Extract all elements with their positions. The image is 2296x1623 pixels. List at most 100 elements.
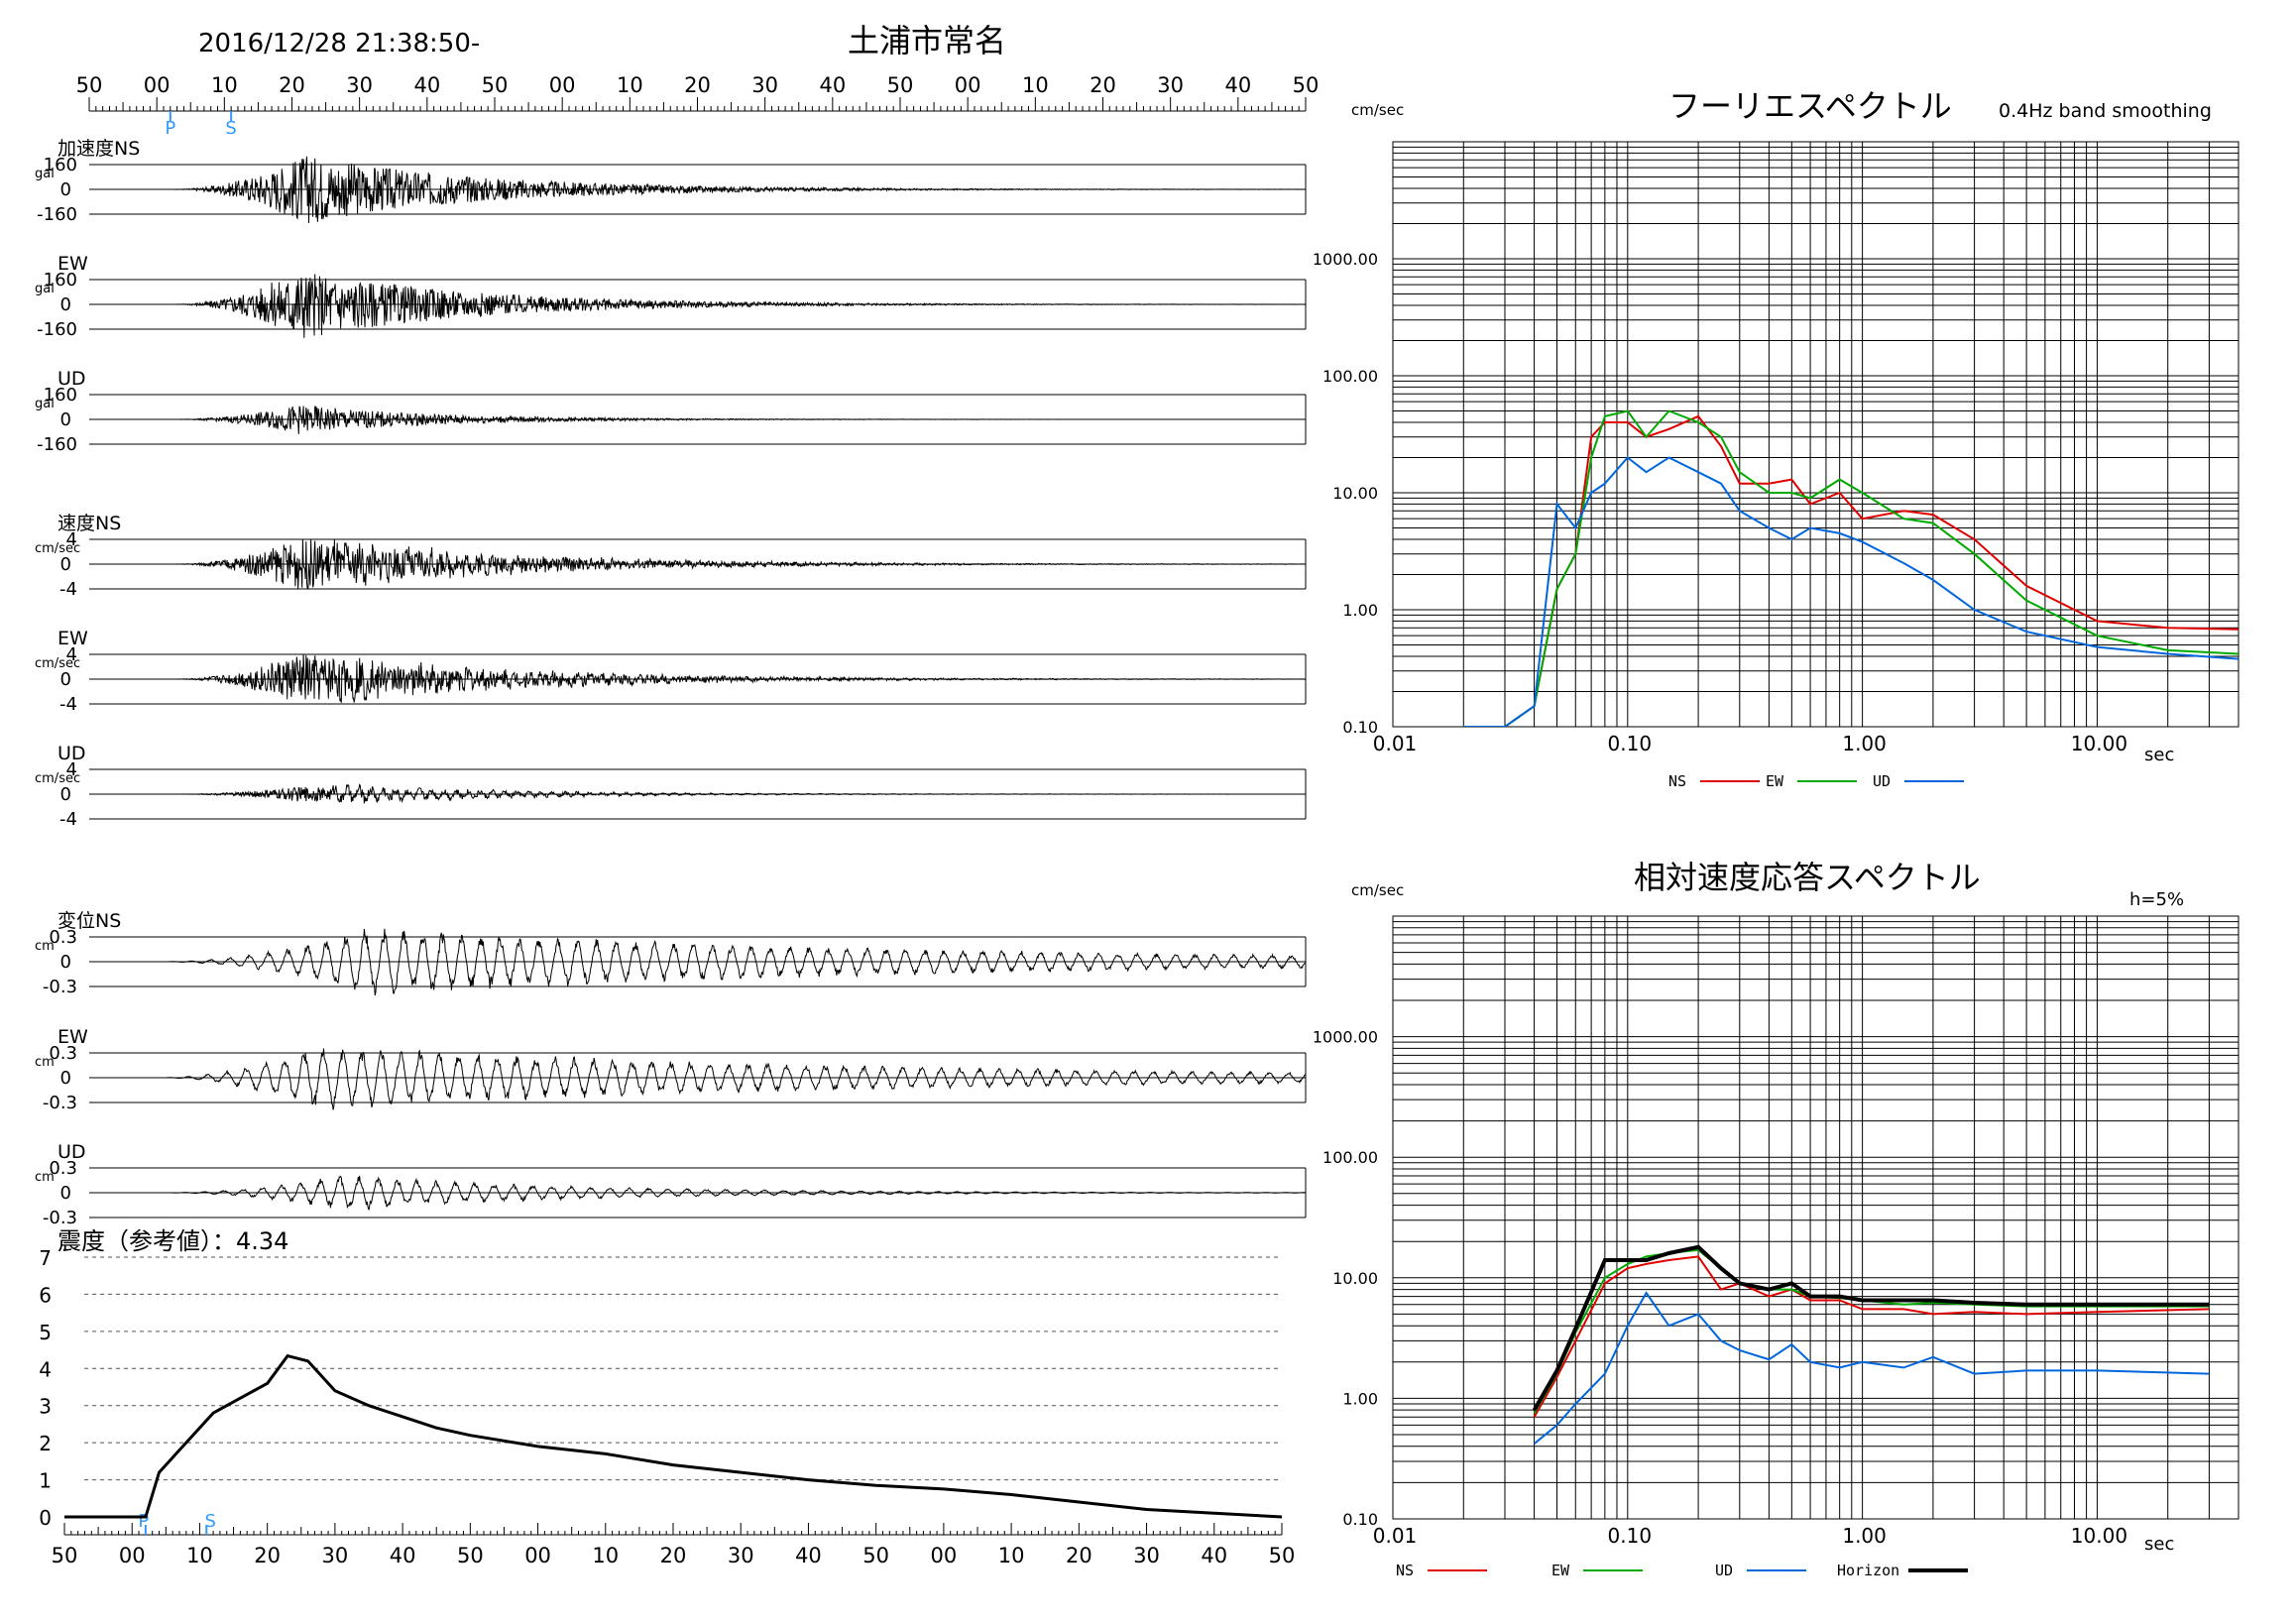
panel-tick-bottom: -0.3: [43, 1093, 77, 1113]
time-tick-label: 00: [955, 73, 981, 97]
time-tick-label: 10: [1022, 73, 1049, 97]
intensity-x-tick-label: 00: [119, 1544, 146, 1567]
panel-title: EW: [57, 253, 88, 275]
waveform-trace: [89, 1175, 1306, 1211]
series-line-ew: [1463, 409, 2239, 727]
plot-frame: [1392, 141, 2239, 728]
series-line-ew: [1533, 1248, 2210, 1415]
panel-tick-bottom: -4: [59, 694, 77, 715]
waveform-trace: [89, 406, 1306, 434]
panel-tick-bottom: -0.3: [43, 977, 77, 997]
y-tick-label: 10.00: [1332, 1269, 1378, 1288]
panel-unit: cm/sec: [35, 771, 80, 786]
panel-tick-zero: 0: [60, 1068, 71, 1089]
intensity-label: 震度（参考値）：4.34: [57, 1227, 288, 1255]
panel-unit: cm/sec: [35, 656, 80, 671]
panel-tick-bottom: -0.3: [43, 1208, 77, 1228]
series-line-ns: [1533, 1255, 2210, 1418]
panel-tick-zero: 0: [60, 669, 71, 690]
y-tick-label: 10.00: [1332, 484, 1378, 503]
intensity-x-tick-label: 10: [186, 1544, 213, 1567]
panel-tick-zero: 0: [60, 784, 71, 805]
intensity-y-tick: 3: [39, 1395, 52, 1419]
time-tick-label: 40: [819, 73, 846, 97]
legend-label: EW: [1766, 772, 1784, 790]
panel-unit: cm: [35, 1170, 55, 1185]
time-tick-label: 30: [751, 73, 778, 97]
intensity-x-tick-label: 30: [728, 1544, 754, 1567]
time-tick-label: 20: [279, 73, 305, 97]
panel-title: 加速度NS: [57, 138, 140, 160]
series-line-ns: [1463, 414, 2239, 727]
intensity-x-tick-label: 40: [390, 1544, 416, 1567]
legend-label: UD: [1873, 772, 1891, 790]
fourier-spectrum-chart: フーリエスペクトル 0.4Hz band smoothing cm/sec se…: [1313, 87, 2239, 790]
panel-unit: gal: [35, 397, 55, 411]
waveform-panels: 加速度NSgal1600-160EWgal1600-160UDgal1600-1…: [35, 138, 1307, 1228]
x-tick-label: 10.00: [2071, 732, 2127, 755]
panel-tick-zero: 0: [60, 294, 71, 315]
series-line-horizon: [1532, 1244, 2210, 1412]
panel-tick-top: 4: [66, 759, 77, 780]
time-axis-top: 50 00 10 20 30 40 50 00 10 20 30 40 50 00 10 20 30 40 50 P S: [76, 73, 1320, 139]
intensity-y-tick: 2: [39, 1432, 52, 1455]
time-tick-label: 30: [346, 73, 373, 97]
x-tick-label: 0.10: [1608, 1524, 1653, 1548]
intensity-y-tick: 4: [39, 1357, 52, 1381]
waveform-trace: [89, 928, 1307, 996]
response-x-unit: sec: [2144, 1534, 2174, 1555]
panel-tick-zero: 0: [60, 179, 71, 200]
panel-tick-zero: 0: [60, 554, 71, 575]
intensity-x-tick-label: 20: [1066, 1544, 1092, 1567]
intensity-y-tick: 7: [39, 1246, 52, 1270]
response-title: 相対速度応答スペクトル: [1634, 859, 1981, 896]
panel-tick-top: 160: [44, 385, 77, 406]
waveform-trace: [89, 274, 1307, 338]
time-tick-label: 00: [549, 73, 576, 97]
fourier-subtitle: 0.4Hz band smoothing: [1999, 100, 2212, 122]
panel-tick-zero: 0: [60, 952, 71, 973]
y-tick-label: 1000.00: [1313, 1028, 1378, 1047]
y-tick-label: 100.00: [1322, 367, 1378, 386]
intensity-y-tick: 6: [39, 1283, 52, 1307]
intensity-s-label: S: [205, 1511, 216, 1532]
y-tick-label: 100.00: [1322, 1148, 1378, 1167]
waveform-trace: [89, 538, 1307, 590]
y-tick-label: 1000.00: [1313, 250, 1378, 269]
fourier-title: フーリエスペクトル: [1668, 87, 1952, 125]
time-tick-label: 50: [482, 73, 509, 97]
panel-tick-bottom: -160: [37, 434, 77, 455]
intensity-y-tick: 5: [39, 1321, 52, 1344]
panel-tick-top: 0.3: [49, 1158, 77, 1179]
intensity-curve: [64, 1353, 1283, 1519]
response-y-unit: cm/sec: [1351, 881, 1404, 899]
intensity-x-tick-label: 30: [1133, 1544, 1160, 1567]
x-tick-label: 0.10: [1608, 732, 1653, 755]
plot-frame: [1392, 915, 2239, 1520]
intensity-x-tick-label: 10: [592, 1544, 619, 1567]
panel-unit: cm/sec: [35, 541, 80, 556]
intensity-x-tick-label: 50: [862, 1544, 889, 1567]
header: 2016/12/28 21:38:50- 土浦市常名: [198, 22, 1006, 59]
intensity-chart: 震度（参考値）：4.34 0 1 2 3 4 5 6 7 50 00 10 20 30 40 50 00 10 2…: [39, 1227, 1295, 1567]
response-spectrum-chart: 相対速度応答スペクトル h=5% cm/sec sec 1000.00 100.0…: [1313, 859, 2239, 1579]
time-tick-label: 30: [1157, 73, 1184, 97]
time-tick-label: 50: [76, 73, 103, 97]
panel-unit: gal: [35, 282, 55, 296]
panel-title: UD: [57, 1141, 86, 1163]
time-tick-label: 50: [1293, 73, 1320, 97]
time-tick-label: 40: [1224, 73, 1251, 97]
intensity-x-tick-label: 20: [254, 1544, 281, 1567]
panel-tick-top: 4: [66, 644, 77, 665]
intensity-p-label: P: [138, 1511, 149, 1532]
panel-title: EW: [57, 628, 88, 649]
